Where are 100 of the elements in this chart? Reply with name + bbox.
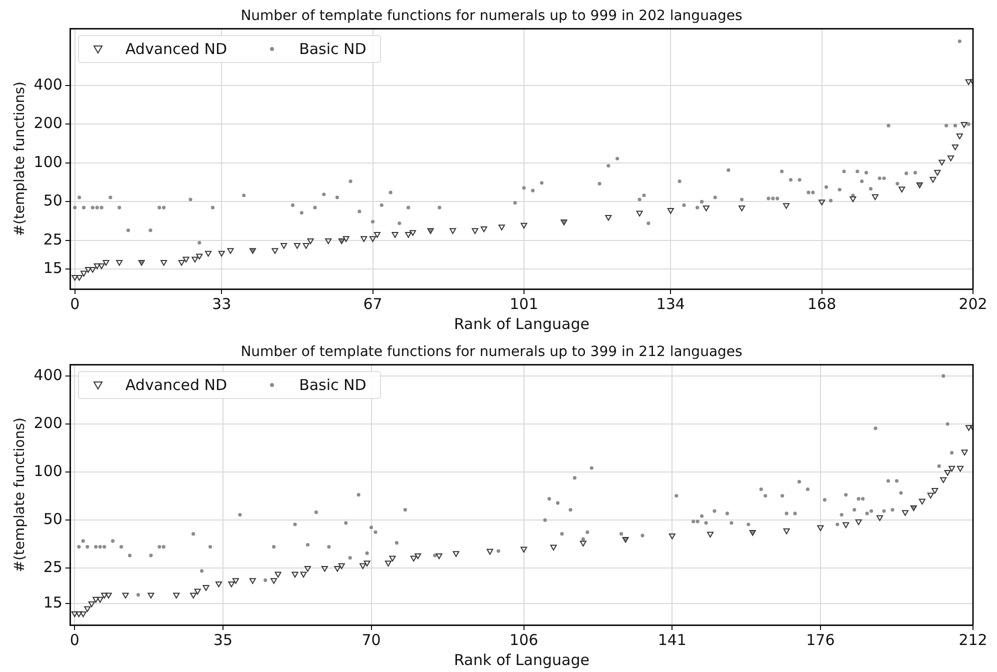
point xyxy=(160,260,168,266)
point xyxy=(76,274,83,281)
x-axis-title: Rank of Language xyxy=(454,650,590,669)
point xyxy=(932,488,938,494)
point xyxy=(384,560,392,566)
point xyxy=(148,592,154,599)
point xyxy=(76,611,82,618)
point xyxy=(84,606,91,612)
x-tick-label: 168 xyxy=(808,294,836,313)
point xyxy=(965,79,972,86)
y-tick-label: 400 xyxy=(34,366,62,384)
point xyxy=(944,470,951,476)
point xyxy=(232,578,239,584)
y-tick-label: 15 xyxy=(43,258,62,277)
point xyxy=(105,592,112,599)
point xyxy=(392,232,398,238)
chart-title: Number of template functions for numerals up to 399 in 212 languages xyxy=(240,344,742,360)
legend-label: Basic ND xyxy=(299,376,366,394)
point xyxy=(173,592,180,599)
x-tick-label: 134 xyxy=(656,294,685,313)
point xyxy=(84,266,92,273)
point xyxy=(334,566,341,572)
x-tick-label: 0 xyxy=(70,630,80,649)
point xyxy=(782,203,790,209)
point xyxy=(855,519,862,526)
y-tick-label: 25 xyxy=(43,558,62,576)
point xyxy=(270,578,278,584)
point xyxy=(872,194,878,200)
point xyxy=(550,544,557,550)
point xyxy=(450,228,456,234)
y-tick-label: 100 xyxy=(34,462,62,480)
point xyxy=(194,588,201,595)
y-axis-title: #(template functions) xyxy=(12,418,28,572)
point xyxy=(520,546,528,553)
point xyxy=(934,170,941,176)
y-tick-label: 200 xyxy=(34,114,62,132)
point xyxy=(360,563,366,570)
point xyxy=(325,238,332,244)
point xyxy=(938,160,946,166)
point xyxy=(965,425,972,431)
point xyxy=(204,250,212,257)
y-tick-label: 15 xyxy=(43,593,62,612)
point xyxy=(930,176,936,183)
point xyxy=(410,230,416,236)
point xyxy=(960,122,968,128)
point xyxy=(876,515,884,522)
point xyxy=(818,200,826,206)
point xyxy=(940,477,947,484)
point xyxy=(817,525,824,532)
point xyxy=(374,232,380,238)
point xyxy=(414,553,422,560)
legend-label: Basic ND xyxy=(299,40,366,58)
point xyxy=(405,232,412,238)
point xyxy=(101,592,108,599)
legend-label: Advanced ND xyxy=(125,376,228,394)
point xyxy=(307,238,314,244)
point xyxy=(360,236,368,242)
x-tick-label: 0 xyxy=(70,294,80,313)
y-tick-label: 400 xyxy=(34,75,62,94)
point xyxy=(294,243,300,249)
point xyxy=(952,144,958,150)
point xyxy=(707,532,714,538)
legend-label: Advanced ND xyxy=(125,40,228,58)
point xyxy=(304,566,311,572)
x-tick-label: 67 xyxy=(363,294,382,313)
x-tick-label: 176 xyxy=(806,630,835,649)
point xyxy=(215,581,222,588)
point xyxy=(342,236,350,242)
y-tick-label: 50 xyxy=(43,510,62,528)
point xyxy=(292,572,298,578)
point xyxy=(480,226,488,232)
point xyxy=(88,601,95,608)
point xyxy=(580,540,586,547)
point xyxy=(196,254,203,260)
point xyxy=(96,596,104,603)
point xyxy=(850,196,856,202)
point xyxy=(227,248,234,254)
point xyxy=(182,256,190,263)
point xyxy=(605,214,612,221)
point xyxy=(918,498,926,505)
point xyxy=(898,186,906,192)
x-tick-label: 33 xyxy=(212,294,232,313)
x-axis-title: Rank of Language xyxy=(454,314,590,333)
point xyxy=(370,236,376,242)
y-tick-label: 100 xyxy=(34,152,62,171)
point xyxy=(300,572,307,578)
point xyxy=(452,551,460,557)
point xyxy=(956,134,963,140)
y-tick-label: 25 xyxy=(43,230,62,248)
x-tick-label: 212 xyxy=(958,630,988,649)
point xyxy=(498,224,505,230)
point xyxy=(957,466,964,472)
point xyxy=(72,274,78,281)
point xyxy=(228,581,235,588)
point xyxy=(667,208,674,214)
point xyxy=(436,553,442,560)
point xyxy=(116,260,123,266)
point xyxy=(410,556,417,562)
point xyxy=(80,270,88,277)
point xyxy=(202,585,210,591)
